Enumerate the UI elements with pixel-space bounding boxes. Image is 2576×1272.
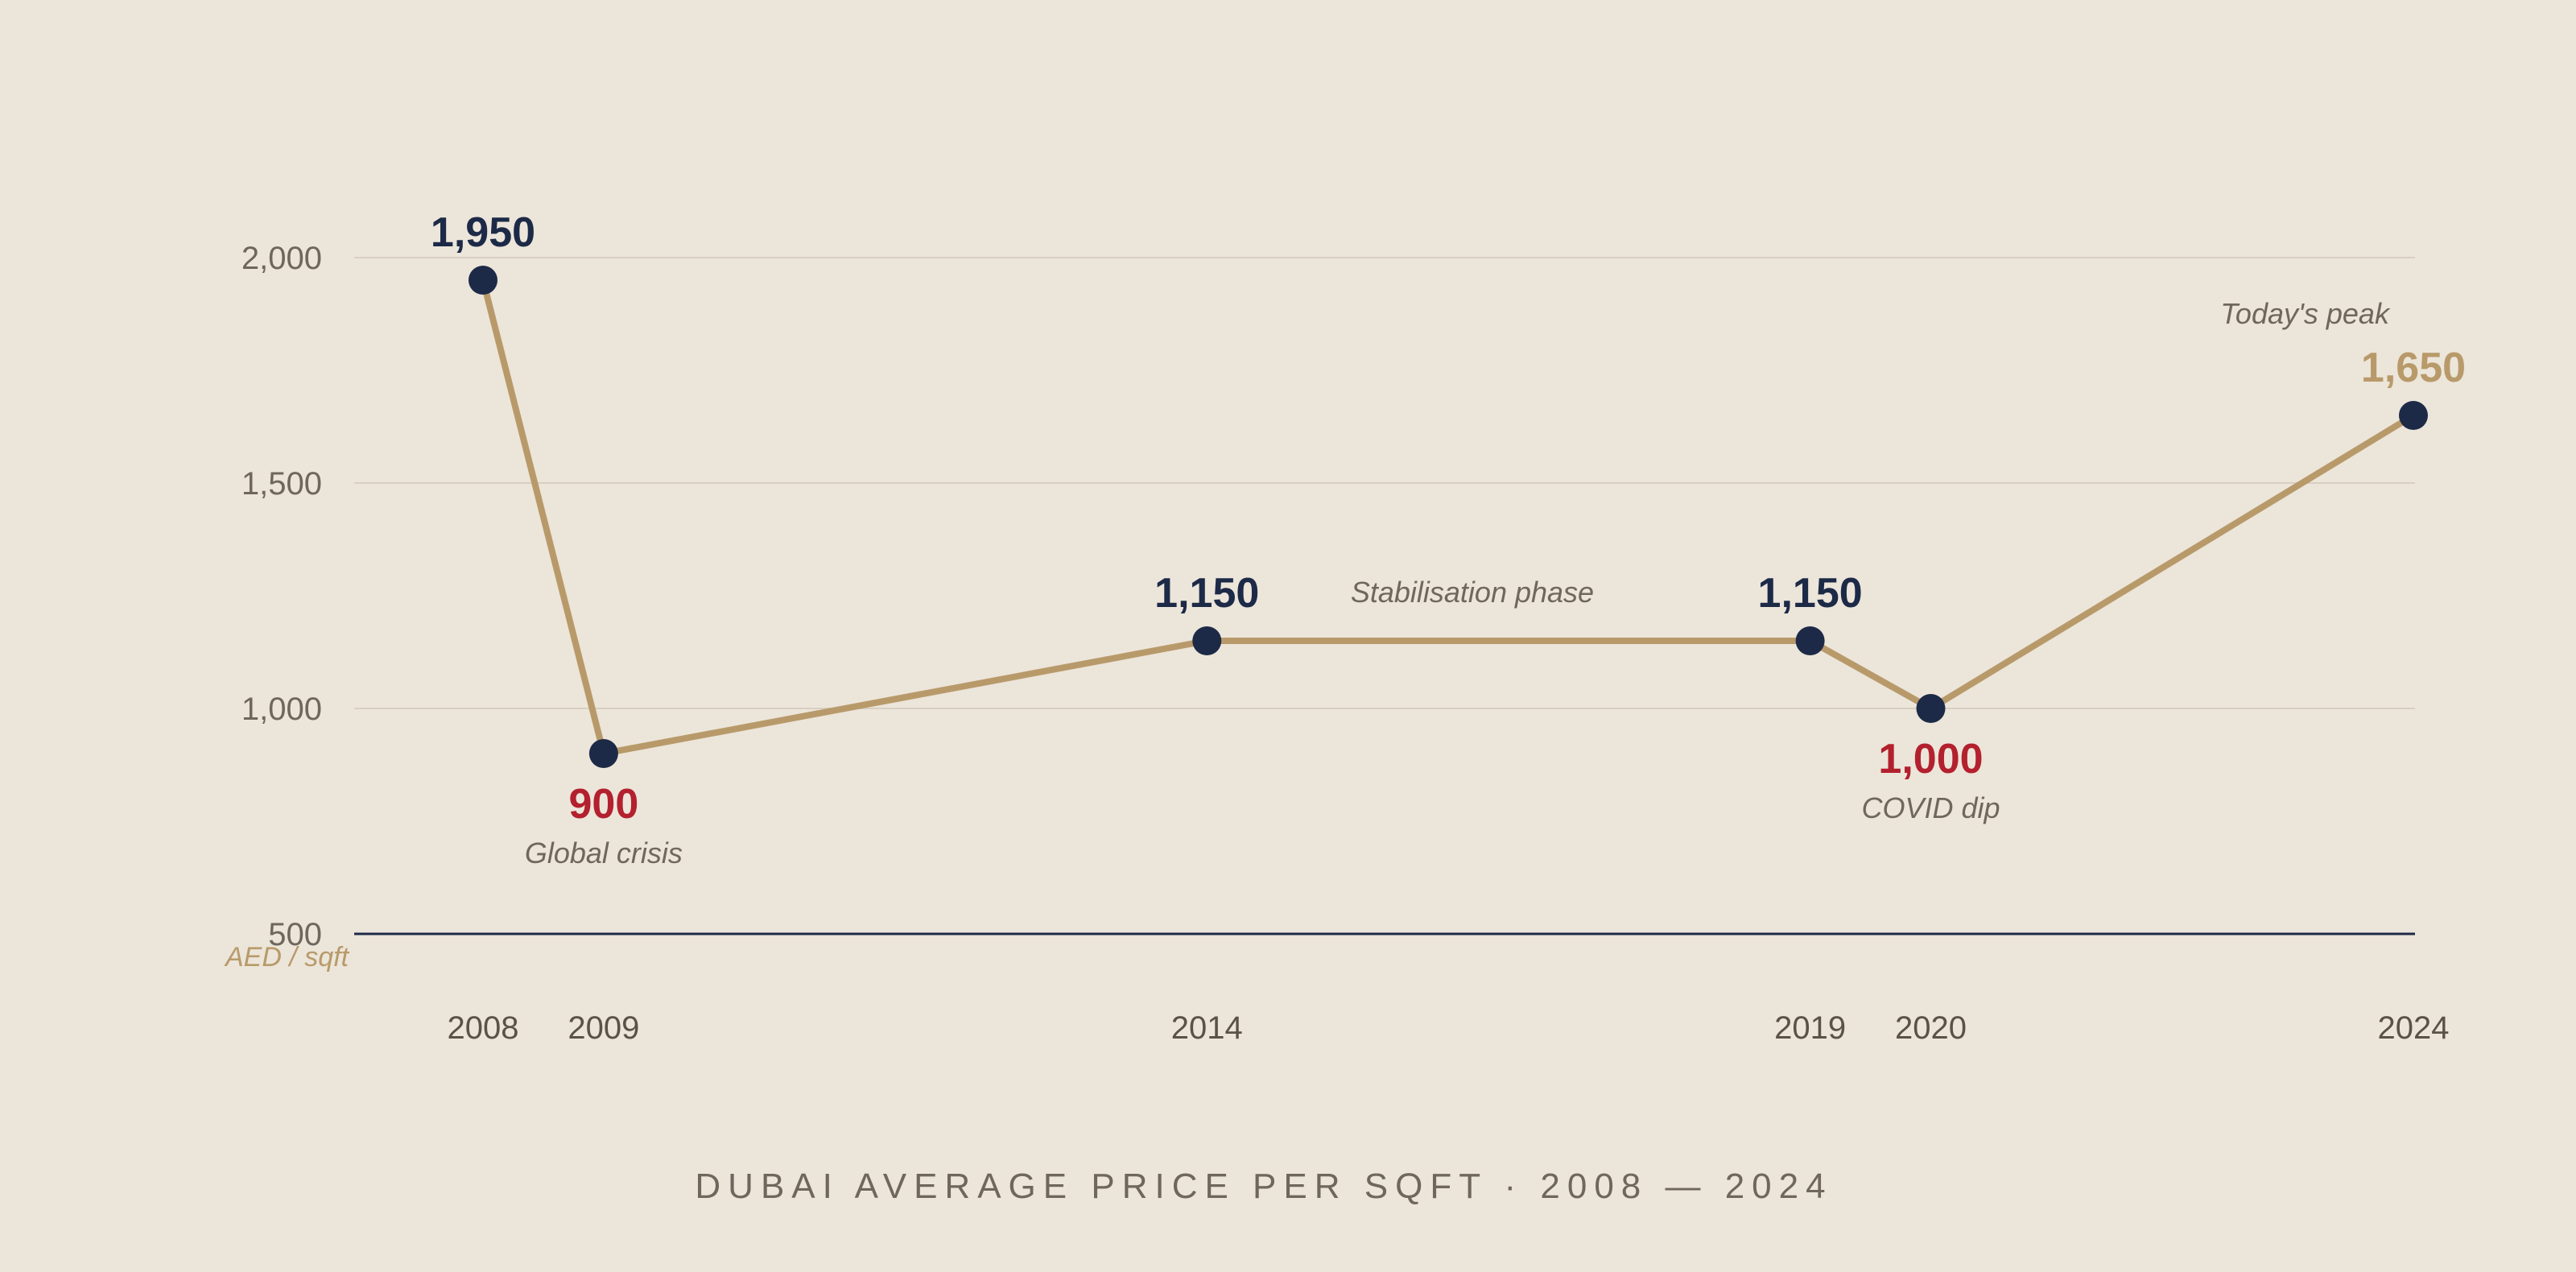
- value-label: 1,150: [1154, 570, 1259, 617]
- annotation: Global crisis: [525, 836, 683, 869]
- annotation: COVID dip: [1861, 791, 2000, 824]
- y-tick-label: 1,000: [242, 692, 322, 727]
- chart-title: DUBAI AVERAGE PRICE PER SQFT · 2008 — 20…: [695, 1167, 1832, 1206]
- data-point: [1795, 626, 1825, 655]
- x-tick-label: 2020: [1895, 1010, 1967, 1046]
- x-tick-label: 2014: [1171, 1010, 1243, 1046]
- annotation: Stabilisation phase: [1351, 576, 1594, 609]
- x-axis-ticks: 2008 2009 2014 2019 2020 2024: [448, 1010, 2450, 1046]
- data-point: [469, 266, 497, 295]
- x-tick-label: 2009: [568, 1010, 639, 1046]
- annotations: Global crisis Stabilisation phase COVID di…: [525, 297, 2391, 869]
- data-point: [1916, 694, 1946, 723]
- value-label: 900: [568, 781, 638, 828]
- series-line: [480, 279, 2416, 757]
- data-point: [2399, 401, 2428, 430]
- y-tick-label: 2,000: [242, 241, 322, 276]
- y-tick-label: 500: [268, 917, 322, 952]
- x-tick-label: 2008: [448, 1010, 519, 1046]
- y-tick-label: 1,500: [242, 466, 322, 502]
- data-point: [1192, 626, 1222, 655]
- value-label: 1,000: [1878, 736, 1983, 783]
- value-label: 1,950: [431, 209, 535, 256]
- value-labels: 1,950 900 1,150 1,150 1,000 1,650: [431, 209, 2466, 828]
- gridlines: [354, 257, 2415, 709]
- x-tick-label: 2024: [2378, 1010, 2450, 1046]
- y-axis-unit-label: AED / sqft: [224, 942, 350, 973]
- data-points: [469, 266, 2428, 768]
- annotation: Today's peak: [2220, 297, 2391, 330]
- value-label: 1,150: [1758, 570, 1863, 617]
- data-point: [588, 739, 618, 768]
- y-axis-ticks: 2,000 1,500 1,000 500: [242, 241, 322, 952]
- x-tick-label: 2019: [1774, 1010, 1846, 1046]
- value-label: 1,650: [2361, 345, 2466, 391]
